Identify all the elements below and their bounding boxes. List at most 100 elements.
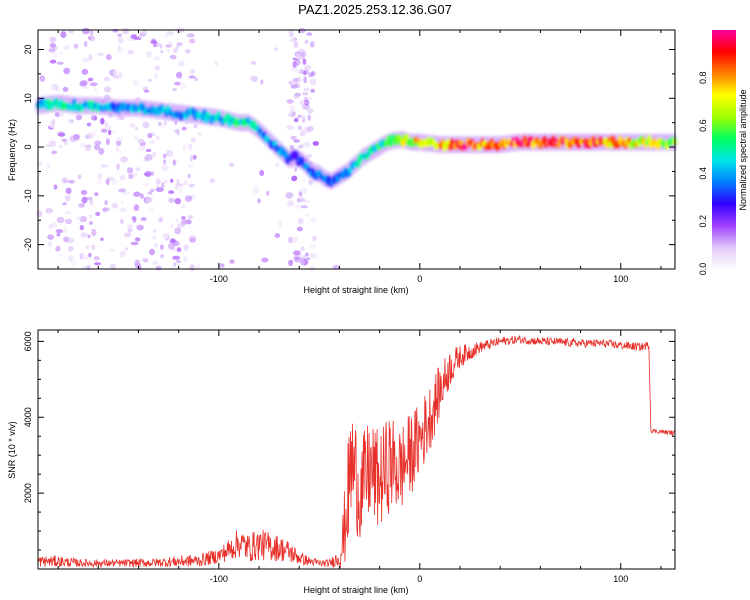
spectrogram-noise-cell — [183, 244, 189, 251]
spectrogram-noise-cell — [148, 78, 152, 83]
spectrogram-noise-cell — [81, 85, 90, 90]
spectrogram-noise-cell — [303, 200, 311, 204]
colorbar: 0.0 0.2 0.4 0.6 0.8 Normalized spectral ampl… — [698, 30, 748, 275]
spectrogram-noise-cell — [100, 237, 104, 241]
spectrogram-noise-cell — [157, 121, 163, 127]
spectrogram-noise-cell — [76, 216, 83, 221]
spectrogram-noise-cell — [154, 73, 158, 80]
spectrogram-noise-cell — [145, 148, 152, 153]
spectrogram-noise-cell — [173, 262, 177, 267]
spectrogram-noise-cell — [187, 173, 191, 179]
spectrogram-noise-cell — [194, 77, 198, 82]
spectrogram-noise-cell — [95, 211, 101, 217]
spectrogram-noise-cell — [163, 33, 169, 38]
spectrogram-noise-cell — [260, 79, 264, 85]
spectrogram-noise-cell — [55, 245, 61, 252]
spectrogram-noise-cell — [175, 218, 179, 223]
spectrogram-noise-cell — [293, 41, 299, 48]
spectrogram-noise-cell — [170, 222, 174, 229]
spectrogram-noise-cell — [292, 37, 298, 41]
spectrogram-noise-cell — [307, 125, 314, 132]
spectrogram-noise-cell — [332, 264, 340, 270]
spectrogram-noise-cell — [98, 148, 105, 155]
spectrogram-noise-cell — [297, 144, 304, 149]
spectrogram-noise-cell — [302, 58, 307, 65]
spectrogram-noise-cell — [151, 235, 158, 240]
spectrogram-noise-cell — [58, 144, 64, 149]
spectrogram-noise-cell — [140, 217, 147, 221]
spectrogram-noise-cell — [299, 253, 304, 260]
spectrogram-noise-cell — [115, 147, 119, 151]
spectrogram-noise-cell — [120, 156, 128, 163]
spectrogram-noise-cell — [294, 58, 301, 66]
colorbar-tick-label-4: 0.8 — [698, 72, 708, 85]
spectrogram-noise-cell — [294, 167, 298, 172]
spectrogram-noise-cell — [257, 198, 261, 204]
spectrogram-noise-cell — [189, 236, 197, 243]
spectrogram-noise-cell — [93, 116, 98, 121]
spectrogram-noise-cell — [275, 162, 280, 168]
spectrogram-noise-cell — [176, 71, 183, 79]
colorbar-ramp — [712, 30, 736, 269]
spectrogram-noise-cell — [68, 254, 74, 262]
spectrogram-noise-cell — [159, 244, 164, 250]
spectrogram-noise-cell — [142, 258, 149, 263]
spectrogram-noise-cell — [128, 173, 134, 180]
spectrogram-noise-cell — [309, 244, 317, 249]
spectrogram-noise-cell — [37, 161, 43, 167]
spectrogram-noise-cell — [65, 187, 72, 195]
spectrogram-noise-cell — [289, 30, 294, 38]
spectrogram-noise-cell — [51, 119, 56, 125]
spectrogram-noise-cell — [307, 109, 312, 115]
spectrogram-noise-cell — [181, 219, 187, 226]
snr-ytick-label-0: 2000 — [23, 483, 33, 503]
spectrogram-noise-cell — [63, 139, 68, 146]
spectrogram-frame — [37, 29, 676, 270]
spectrogram-noise-cell — [117, 47, 125, 53]
spectrogram-noise-cell — [68, 119, 74, 124]
spectrogram-noise-cell — [75, 114, 83, 121]
spectrogram-noise-cell — [188, 183, 195, 188]
spectrogram-noise-cell — [170, 178, 174, 183]
spectrogram-noise-cell — [119, 174, 126, 181]
snr-x-ticks: -100 0 100 — [57, 330, 662, 584]
spectrogram-noise-cell — [155, 178, 161, 185]
spectrogram-noise-cell — [309, 253, 317, 259]
spectrogram-noise-cell — [166, 49, 170, 52]
spectrogram-noise-cell — [84, 41, 88, 47]
spectrogram-noise-cell — [119, 207, 128, 213]
spectrogram-noise-cell — [303, 76, 307, 84]
spectrogram-noise-cell — [310, 88, 316, 93]
spectrogram-noise-cell — [93, 144, 101, 151]
spectrogram-noise-cell — [57, 132, 66, 137]
spectrogram-noise-cell — [188, 234, 197, 238]
colorbar-tick-label-0: 0.0 — [698, 263, 708, 276]
spectrogram-noise-cell — [133, 204, 140, 212]
spectrogram-noise-cell — [44, 144, 53, 148]
spectrogram-noise-cell — [127, 228, 133, 233]
spectrogram-noise-cell — [117, 37, 124, 44]
spectrogram-noise-cell — [146, 50, 152, 58]
spectrogram-noise-cell — [179, 82, 187, 90]
spectrogram-noise-cell — [147, 207, 154, 212]
spectrogram-noise-cell — [51, 221, 58, 229]
spectrogram-noise-cell — [176, 259, 181, 264]
spectrogram-noise-cell — [140, 193, 144, 200]
spectrogram-noise-cell — [168, 197, 175, 203]
spectrogram-noise-cell — [152, 260, 159, 265]
spectrogram-noise-cell — [177, 183, 184, 187]
spectrogram-noise-cell — [88, 54, 93, 61]
spectrogram-noise-cell — [143, 89, 150, 93]
spectrogram-noise-cell — [59, 51, 64, 56]
spectrogram-noise-cell — [161, 232, 169, 240]
spectrogram-noise-cell — [52, 45, 58, 51]
spectrogram-noise-cell — [97, 173, 103, 180]
snr-frame — [37, 329, 676, 570]
spectrogram-noise-cell — [142, 182, 150, 186]
spectrogram-noise-cell — [80, 143, 86, 148]
spectrogram-noise-cell — [193, 124, 198, 129]
spectrogram-noise-cell — [79, 225, 85, 231]
spectrogram-noise-cell — [302, 178, 307, 182]
spectrogram-noise-cell — [192, 154, 197, 160]
spectrogram-noise-cell — [151, 132, 156, 137]
